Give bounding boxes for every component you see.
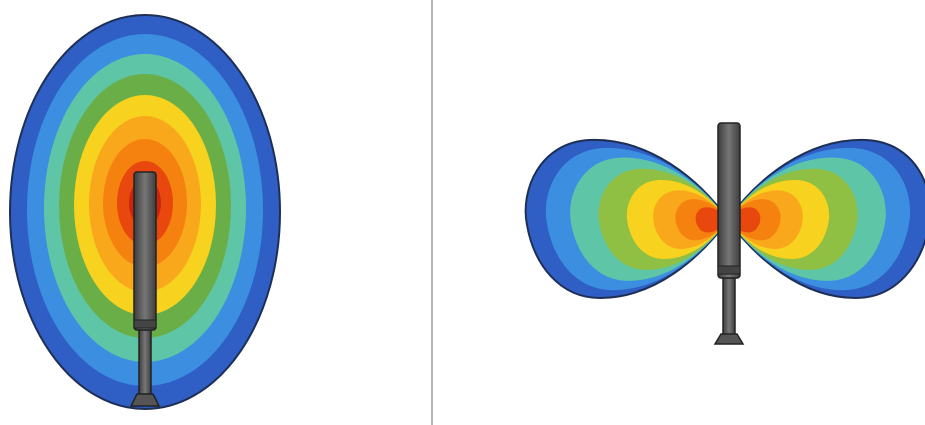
antenna-left: [129, 171, 161, 407]
lobe-right: [727, 138, 925, 299]
antenna-right: [713, 122, 745, 345]
lobe-left: [524, 138, 729, 299]
